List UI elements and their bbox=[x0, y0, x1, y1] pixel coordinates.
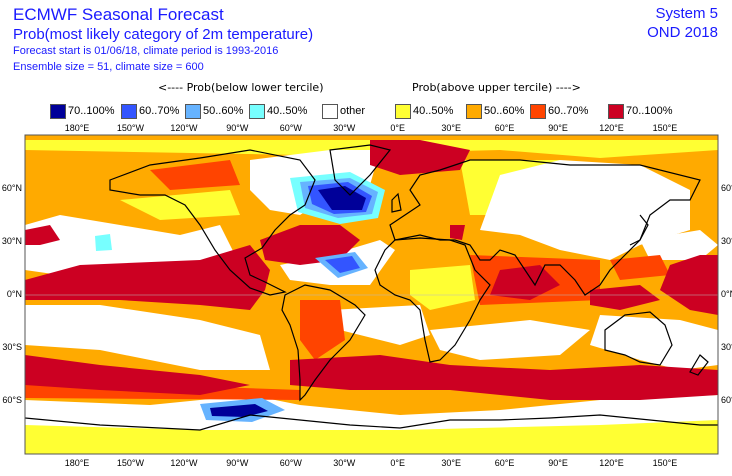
lat-label: 60°S bbox=[721, 395, 732, 405]
lon-label: 150°W bbox=[116, 123, 144, 133]
legend-label: 70..100% bbox=[68, 105, 115, 117]
legend-label: 40..50% bbox=[267, 105, 308, 117]
coast-uk bbox=[391, 192, 402, 213]
coast-antarctica bbox=[25, 414, 718, 431]
coast-eurasia bbox=[389, 159, 701, 296]
legend-swatch bbox=[466, 103, 482, 119]
lat-label: 30°S bbox=[721, 342, 732, 352]
lon-label: 150°E bbox=[652, 123, 678, 133]
lon-label: 60°W bbox=[279, 123, 302, 133]
lat-label: 30°N bbox=[1, 236, 22, 246]
lat-label: 60°N bbox=[1, 183, 22, 193]
legend-swatch bbox=[121, 103, 137, 119]
season-label: OND 2018 bbox=[647, 24, 718, 41]
legend-swatch bbox=[608, 103, 624, 119]
coast-north-america bbox=[109, 149, 316, 296]
legend-above-label: Prob(above upper tercile) ----> bbox=[412, 81, 581, 94]
legend-swatch bbox=[322, 103, 338, 119]
legend-label: 60..70% bbox=[139, 105, 180, 117]
legend-swatch bbox=[50, 103, 66, 119]
lon-label: 150°W bbox=[116, 458, 144, 468]
legend-item: 60..70% bbox=[121, 103, 179, 119]
coast-new-zealand bbox=[689, 354, 709, 376]
lon-label: 180°E bbox=[64, 458, 90, 468]
legend-swatch bbox=[249, 103, 265, 119]
coast-greenland bbox=[329, 144, 392, 196]
lat-label: 30°S bbox=[2, 342, 22, 352]
legend-item: 60..70% bbox=[530, 103, 588, 119]
system-label: System 5 bbox=[655, 5, 718, 22]
legend-swatch bbox=[185, 103, 201, 119]
legend-item: 40..50% bbox=[249, 103, 307, 119]
lat-label: 0°N bbox=[721, 289, 732, 299]
coast-africa bbox=[374, 237, 491, 363]
legend-item: 50..60% bbox=[466, 103, 524, 119]
legend-swatch bbox=[530, 103, 546, 119]
lon-label: 60°E bbox=[494, 123, 515, 133]
coastlines bbox=[25, 144, 718, 431]
coast-australia bbox=[604, 311, 673, 366]
blue-areas bbox=[95, 172, 385, 422]
lon-label: 120°E bbox=[599, 123, 624, 133]
lon-label: 60°W bbox=[279, 458, 302, 468]
legend-label: 70..100% bbox=[626, 105, 673, 117]
lon-label: 90°E bbox=[548, 458, 568, 468]
lon-label: 120°W bbox=[170, 458, 198, 468]
white-areas bbox=[25, 150, 718, 430]
lon-label: 150°E bbox=[652, 458, 678, 468]
legend-item: 70..100% bbox=[608, 103, 672, 119]
legend-item: 70..100% bbox=[50, 103, 114, 119]
legend-item: 50..60% bbox=[185, 103, 243, 119]
legend-below-label: <---- Prob(below lower tercile) bbox=[158, 81, 324, 94]
subtitle: Prob(most likely category of 2m temperat… bbox=[13, 26, 314, 43]
map-frame bbox=[24, 134, 719, 455]
lon-label: 90°W bbox=[226, 123, 249, 133]
legend-label: other bbox=[340, 105, 366, 117]
legend-label: 50..60% bbox=[203, 105, 244, 117]
lat-label: 60°S bbox=[2, 395, 22, 405]
lon-label: 30°E bbox=[441, 123, 461, 133]
lat-label: 0°N bbox=[6, 289, 22, 299]
lon-label: 90°W bbox=[226, 458, 249, 468]
forecast-info: Forecast start is 01/06/18, climate peri… bbox=[13, 45, 279, 57]
legend-swatch bbox=[395, 103, 411, 119]
red-areas bbox=[25, 140, 718, 400]
lon-label: 90°E bbox=[548, 123, 568, 133]
legend-label: 40..50% bbox=[413, 105, 454, 117]
title: ECMWF Seasonal Forecast bbox=[13, 5, 224, 24]
lon-label: 120°E bbox=[599, 458, 624, 468]
lon-label: 30°W bbox=[333, 458, 356, 468]
lon-label: 0°E bbox=[390, 123, 405, 133]
lat-label: 60°N bbox=[721, 183, 732, 193]
lon-label: 120°W bbox=[170, 123, 198, 133]
lon-label: 0°E bbox=[390, 458, 405, 468]
legend-item: 40..50% bbox=[395, 103, 453, 119]
lon-label: 30°E bbox=[441, 458, 461, 468]
lon-label: 60°E bbox=[494, 458, 515, 468]
lon-label: 30°W bbox=[333, 123, 356, 133]
lon-label: 180°E bbox=[64, 123, 90, 133]
legend-label: 60..70% bbox=[548, 105, 589, 117]
coast-japan bbox=[629, 214, 649, 246]
legend-item: other bbox=[322, 103, 365, 119]
lat-label: 30°N bbox=[721, 236, 732, 246]
legend-label: 50..60% bbox=[484, 105, 525, 117]
coast-south-america bbox=[281, 284, 366, 402]
ensemble-info: Ensemble size = 51, climate size = 600 bbox=[13, 61, 204, 73]
